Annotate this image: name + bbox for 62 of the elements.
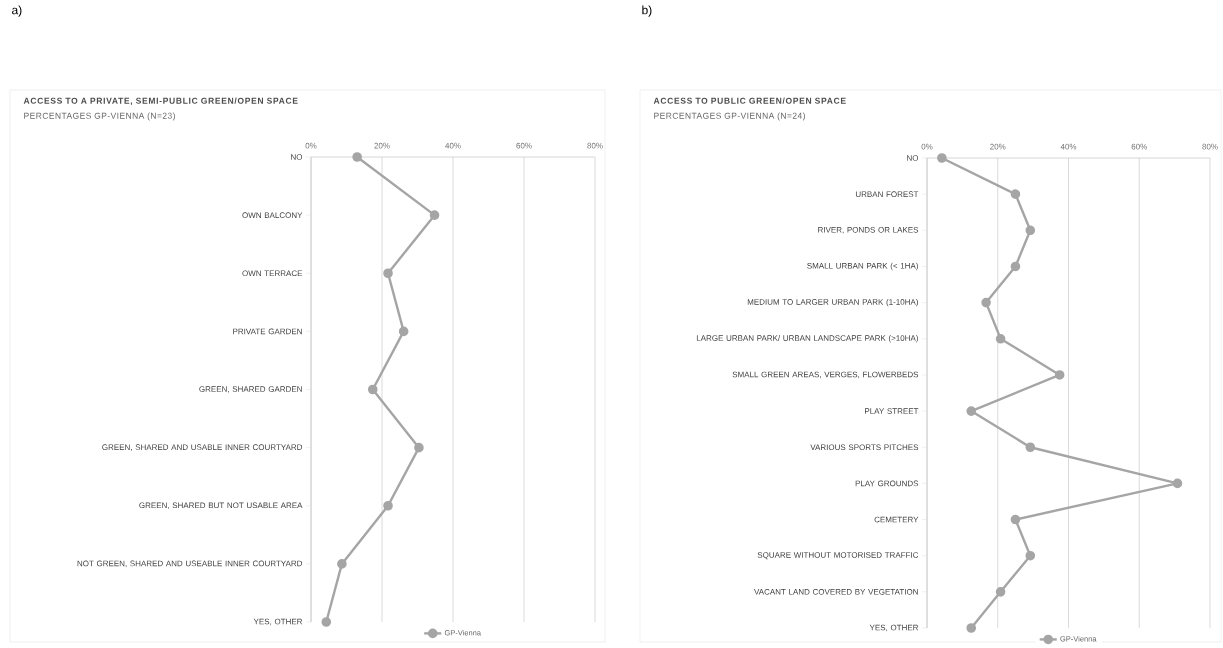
- point: [981, 297, 991, 308]
- y-tick-label: PRIVATE GARDEN: [233, 328, 302, 335]
- text: ACCESS TO A PRIVATE, SEMI-PUBLIC GREEN/OPEN SPACE: [23, 97, 298, 105]
- x-tick-label: 20%: [374, 142, 390, 149]
- y-tick-label: OWN BALCONY: [242, 212, 303, 218]
- y-tick-label: LARGE URBAN PARK/ URBAN LANDSCAPE PARK (>10HA): [696, 335, 918, 343]
- point: [398, 326, 409, 337]
- x-tick-label: 40%: [445, 142, 461, 149]
- point: [937, 153, 947, 163]
- y-tick-label: SMALL GREEN AREAS, VERGES, FLOWERBEDS: [732, 371, 919, 379]
- y-tick-label: NOT GREEN, SHARED AND USEABLE INNER COURTYARD: [77, 560, 303, 568]
- x-tick-label: 40%: [1060, 143, 1077, 150]
- y-tick-label: VARIOUS SPORTS PITCHES: [810, 444, 919, 451]
- point: [414, 442, 424, 453]
- y-tick-label: OWN TERRACE: [242, 270, 303, 277]
- point: [429, 210, 440, 220]
- y-tick-label: YES, OTHER: [869, 624, 919, 632]
- x-tick-label: 60%: [516, 142, 532, 149]
- y-tick-label: URBAN FOREST: [855, 191, 919, 197]
- point: [1054, 370, 1065, 380]
- point: [966, 406, 977, 416]
- y-tick-label: NO: [291, 154, 303, 160]
- y-tick-label: YES, OTHER: [253, 618, 303, 626]
- y-tick-label: SMALL URBAN PARK (< 1HA): [807, 262, 918, 271]
- text: PERCENTAGES GP-VIENNA (N=24): [654, 112, 805, 121]
- x-tick-label: 60%: [1131, 143, 1147, 150]
- text: b): [642, 5, 652, 17]
- text: ACCESS TO PUBLIC GREEN/OPEN SPACE: [653, 97, 846, 104]
- y-tick-label: PLAY STREET: [865, 408, 919, 414]
- y-tick-label: PLAY GROUNDS: [855, 480, 919, 487]
- point: [1010, 261, 1021, 272]
- y-tick-label: NO: [907, 155, 919, 161]
- point: [995, 333, 1006, 344]
- x-tick-label: 80%: [587, 142, 603, 149]
- x-tick-label: 0%: [305, 142, 317, 149]
- y-tick-label: GREEN, SHARED AND USABLE INNER COURTYARD: [102, 444, 303, 451]
- y-tick-label: GREEN, SHARED BUT NOT USABLE AREA: [139, 502, 303, 510]
- point: [321, 617, 332, 627]
- y-tick-label: CEMETERY: [874, 516, 919, 523]
- text: a): [12, 5, 22, 17]
- point: [995, 587, 1006, 597]
- point: [367, 384, 378, 395]
- point: [1010, 189, 1021, 199]
- point: [1010, 514, 1021, 525]
- point: [966, 623, 977, 633]
- y-tick-label: RIVER, PONDS OR LAKES: [818, 227, 919, 234]
- text: PERCENTAGES GP-VIENNA (N=23): [24, 112, 175, 121]
- point: [1172, 478, 1183, 489]
- x-tick-label: 80%: [1202, 143, 1218, 150]
- y-tick-label: MEDIUM TO LARGER URBAN PARK (1-10HA): [747, 298, 918, 307]
- point: [1025, 550, 1036, 561]
- point: [1025, 225, 1036, 236]
- point: [383, 500, 393, 511]
- point: [1025, 442, 1036, 453]
- point: [383, 268, 393, 279]
- y-tick-label: VACANT LAND COVERED BY VEGETATION: [754, 589, 918, 595]
- y-tick-label: SQUARE WITHOUT MOTORISED TRAFFIC: [757, 552, 919, 560]
- y-tick-label: GREEN, SHARED GARDEN: [199, 386, 302, 393]
- point: [352, 152, 362, 162]
- x-tick-label: 20%: [990, 143, 1006, 150]
- x-tick-label: 0%: [921, 143, 933, 150]
- point: [337, 559, 347, 569]
